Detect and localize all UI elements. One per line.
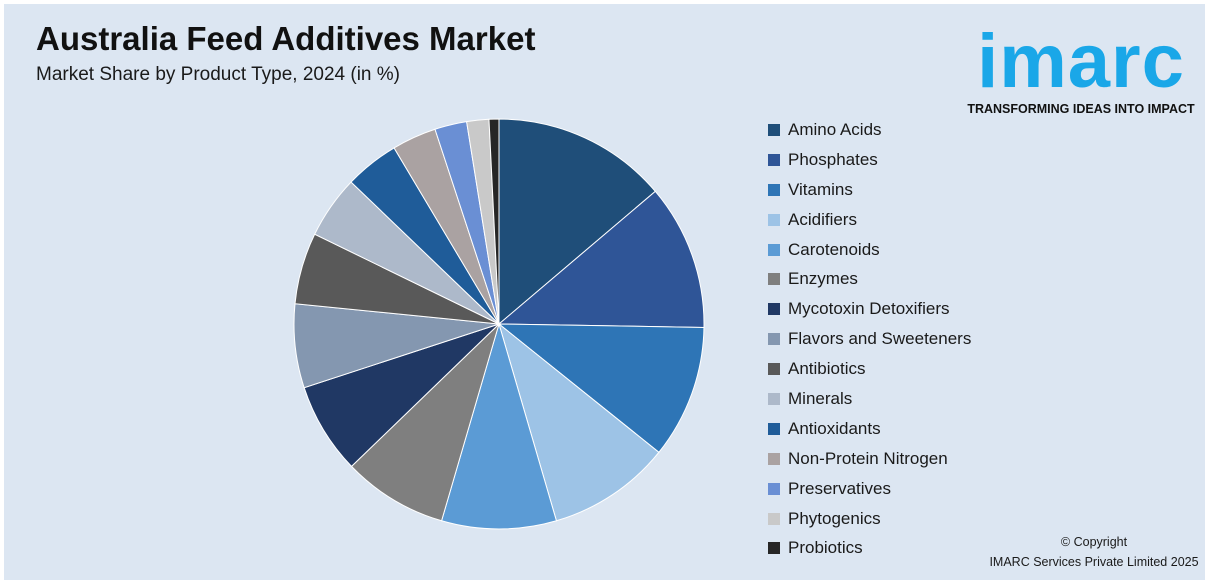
legend-label: Amino Acids — [788, 119, 882, 139]
legend-swatch — [768, 303, 780, 316]
legend-item-antibiotics: Antibiotics — [768, 354, 971, 384]
legend-swatch — [768, 153, 780, 166]
legend-label: Non-Protein Nitrogen — [788, 448, 948, 468]
logo-wordmark: imarc — [977, 19, 1185, 104]
pie-slice-phosphates — [497, 190, 705, 328]
legend-item-acidifiers: Acidifiers — [768, 205, 971, 235]
chart-subtitle: Market Share by Product Type, 2024 (in %… — [36, 64, 400, 85]
pie-slice-vitamins — [497, 323, 705, 454]
legend-item-mycotoxin-detoxifiers: Mycotoxin Detoxifiers — [768, 294, 971, 324]
legend-item-preservatives: Preservatives — [768, 474, 971, 504]
legend-item-antioxidants: Antioxidants — [768, 414, 971, 444]
legend-swatch — [768, 273, 780, 286]
legend-item-non-protein-nitrogen: Non-Protein Nitrogen — [768, 444, 971, 474]
logo-tagline: TRANSFORMING IDEAS INTO IMPACT — [967, 102, 1195, 116]
copyright-notice: © Copyright IMARC Services Private Limit… — [964, 532, 1213, 572]
legend-swatch — [768, 333, 780, 346]
legend-swatch — [768, 542, 780, 555]
legend-swatch — [768, 482, 780, 495]
legend-swatch — [768, 512, 780, 525]
pie-slice-carotenoids — [440, 322, 558, 530]
chart-legend: Amino Acids Phosphates Vitamins Acidifiers C… — [768, 115, 971, 563]
legend-item-minerals: Minerals — [768, 384, 971, 414]
legend-swatch — [768, 183, 780, 196]
pie-slice-acidifiers — [498, 322, 660, 522]
legend-label: Vitamins — [788, 179, 853, 199]
legend-item-phosphates: Phosphates — [768, 145, 971, 175]
legend-item-vitamins: Vitamins — [768, 175, 971, 205]
legend-swatch — [768, 452, 780, 465]
legend-label: Antibiotics — [788, 359, 866, 379]
pie-slice-enzymes — [350, 322, 501, 522]
legend-swatch — [768, 363, 780, 376]
legend-label: Acidifiers — [788, 209, 857, 229]
legend-label: Mycotoxin Detoxifiers — [788, 299, 950, 319]
copyright-line-2: IMARC Services Private Limited 2025 — [989, 555, 1199, 569]
legend-label: Flavors and Sweeteners — [788, 329, 972, 349]
legend-label: Phosphates — [788, 149, 878, 169]
legend-label: Antioxidants — [788, 418, 881, 438]
legend-swatch — [768, 213, 780, 226]
legend-label: Preservatives — [788, 478, 891, 498]
legend-label: Carotenoids — [788, 239, 880, 259]
legend-item-flavors-and-sweeteners: Flavors and Sweeteners — [768, 324, 971, 354]
legend-label: Probiotics — [788, 538, 863, 558]
chart-title: Australia Feed Additives Market — [36, 20, 536, 57]
copyright-line-1: © Copyright — [1060, 535, 1128, 549]
pie-slice-probiotics — [488, 118, 500, 325]
legend-item-phytogenics: Phytogenics — [768, 504, 971, 534]
legend-label: Phytogenics — [788, 508, 881, 528]
legend-label: Minerals — [788, 388, 853, 408]
legend-item-carotenoids: Carotenoids — [768, 235, 971, 265]
pie-chart — [293, 118, 705, 530]
pie-slice-amino-acids — [498, 118, 657, 326]
legend-label: Enzymes — [788, 269, 858, 289]
legend-swatch — [768, 422, 780, 435]
legend-item-probiotics: Probiotics — [768, 533, 971, 563]
imarc-logo: imarc TRANSFORMING IDEAS INTO IMPACT — [964, 18, 1198, 118]
legend-item-enzymes: Enzymes — [768, 264, 971, 294]
legend-swatch — [768, 123, 780, 136]
legend-swatch — [768, 392, 780, 405]
chart-card: Australia Feed Additives Market Market S… — [4, 4, 1205, 580]
legend-swatch — [768, 243, 780, 256]
legend-item-amino-acids: Amino Acids — [768, 115, 971, 145]
